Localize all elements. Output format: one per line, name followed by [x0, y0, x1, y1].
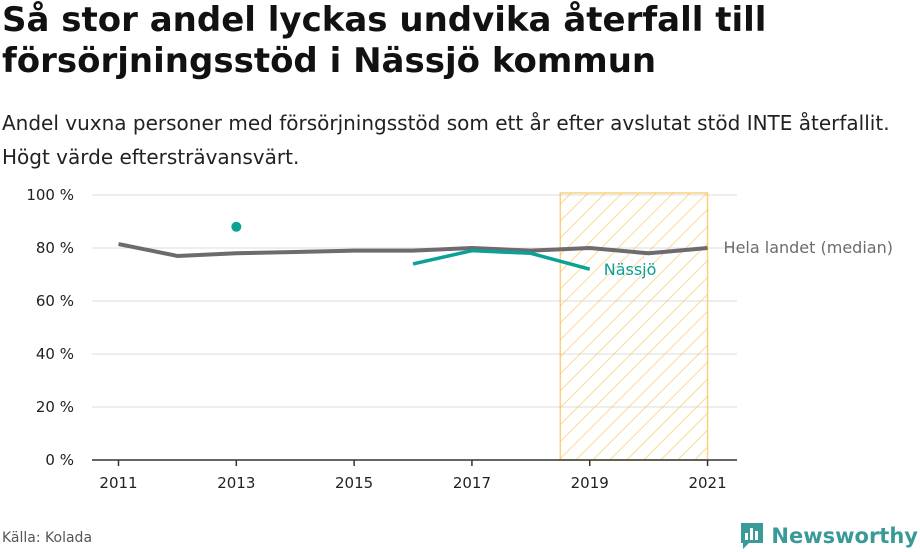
- x-tick-label: 2021: [688, 474, 726, 492]
- brand[interactable]: Newsworthy: [739, 520, 918, 552]
- x-tick-label: 2019: [571, 474, 609, 492]
- median-line: [118, 242, 708, 258]
- nassjo-series-label: Nässjö: [604, 260, 657, 279]
- y-tick-label: 40 %: [36, 345, 74, 363]
- median-series-label: Hela landet (median): [724, 238, 893, 257]
- newsworthy-logo-icon: [741, 523, 764, 549]
- chart-subtitle: Andel vuxna personer med försörjningsstö…: [2, 111, 890, 169]
- source-note: Källa: Kolada: [2, 530, 93, 546]
- data-point: [231, 221, 242, 232]
- x-tick-label: 2011: [99, 474, 137, 492]
- brand-name: Newsworthy: [771, 524, 918, 548]
- y-tick-label: 20 %: [36, 398, 74, 416]
- y-tick-label: 60 %: [36, 292, 74, 310]
- y-tick-label: 0 %: [45, 451, 74, 469]
- highlight-region: [559, 192, 709, 461]
- series: [118, 221, 708, 271]
- nassjo-line: [412, 248, 591, 271]
- axes: 0 % 20 % 40 % 60 % 80 % 100 % 2011 2013 2015 2017…: [26, 186, 737, 492]
- chart-title: Så stor andel lyckas undvika återfall ti…: [2, 0, 767, 81]
- x-tick-label: 2017: [453, 474, 491, 492]
- y-tick-label: 80 %: [36, 239, 74, 257]
- y-tick-label: 100 %: [26, 186, 74, 204]
- x-tick-label: 2013: [217, 474, 255, 492]
- x-tick-label: 2015: [335, 474, 373, 492]
- series-labels: Hela landet (median) Nässjö: [604, 238, 893, 279]
- highlight-period: [559, 192, 709, 461]
